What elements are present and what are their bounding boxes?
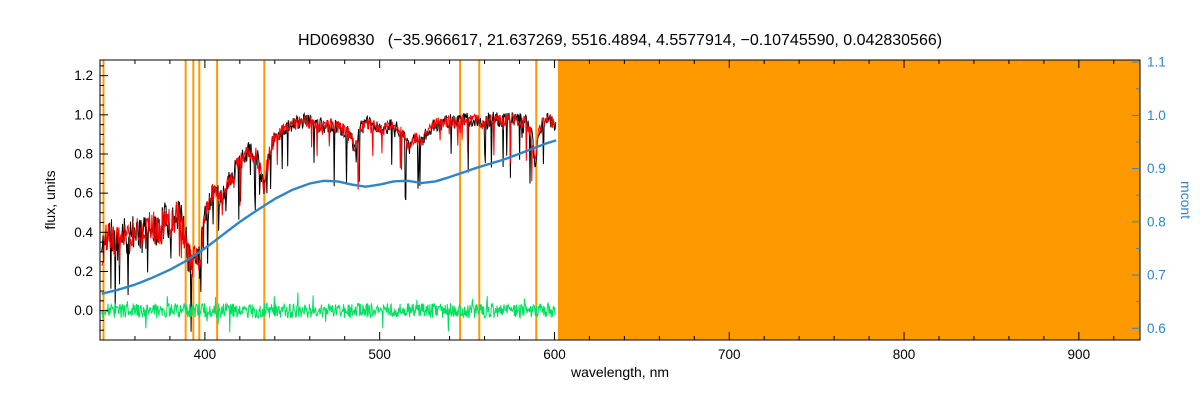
series-mcont-continuum — [101, 139, 557, 295]
y-left-tick-label: 1.2 — [74, 68, 93, 83]
x-tick-label: 900 — [1068, 347, 1091, 362]
x-tick-label: 400 — [194, 347, 217, 362]
x-tick-label: 600 — [543, 347, 566, 362]
wavelength-marker-lines — [102, 60, 538, 340]
series-group — [101, 111, 557, 333]
y-left-tick-label: 0.6 — [74, 186, 93, 201]
y-right-tick-label: 0.7 — [1147, 268, 1166, 283]
x-tick-label: 800 — [893, 347, 916, 362]
series-residual — [101, 292, 557, 333]
y-left-tick-label: 1.0 — [74, 107, 93, 122]
masked-wavelength-region — [557, 60, 1140, 340]
y-left-tick-label: 0.8 — [74, 146, 93, 161]
y-right-tick-label: 0.6 — [1147, 321, 1166, 336]
y-right-tick-label: 0.8 — [1147, 214, 1166, 229]
y-left-tick-label: 0.2 — [74, 264, 93, 279]
axes-group: 400 500 600 700 800 900 0.0 0.2 0.4 0.6 0.8 1.0 1.2 0… — [74, 55, 1166, 362]
y-right-tick-label: 1.0 — [1147, 108, 1166, 123]
x-axis-label: wavelength, nm — [570, 364, 670, 380]
x-tick-label: 500 — [368, 347, 391, 362]
shaded-region-group — [557, 60, 1140, 340]
y-right-tick-label: 0.9 — [1147, 161, 1166, 176]
y-left-tick-label: 0.0 — [74, 303, 93, 318]
x-tick-label: 700 — [718, 347, 741, 362]
y-left-tick-label: 0.4 — [74, 225, 93, 240]
series-fitted-spectrum — [101, 113, 557, 278]
plot-frame — [99, 59, 1141, 341]
plot-title: HD069830 (−35.966617, 21.637269, 5516.48… — [297, 32, 943, 49]
y-right-tick-label: 1.1 — [1147, 55, 1166, 70]
